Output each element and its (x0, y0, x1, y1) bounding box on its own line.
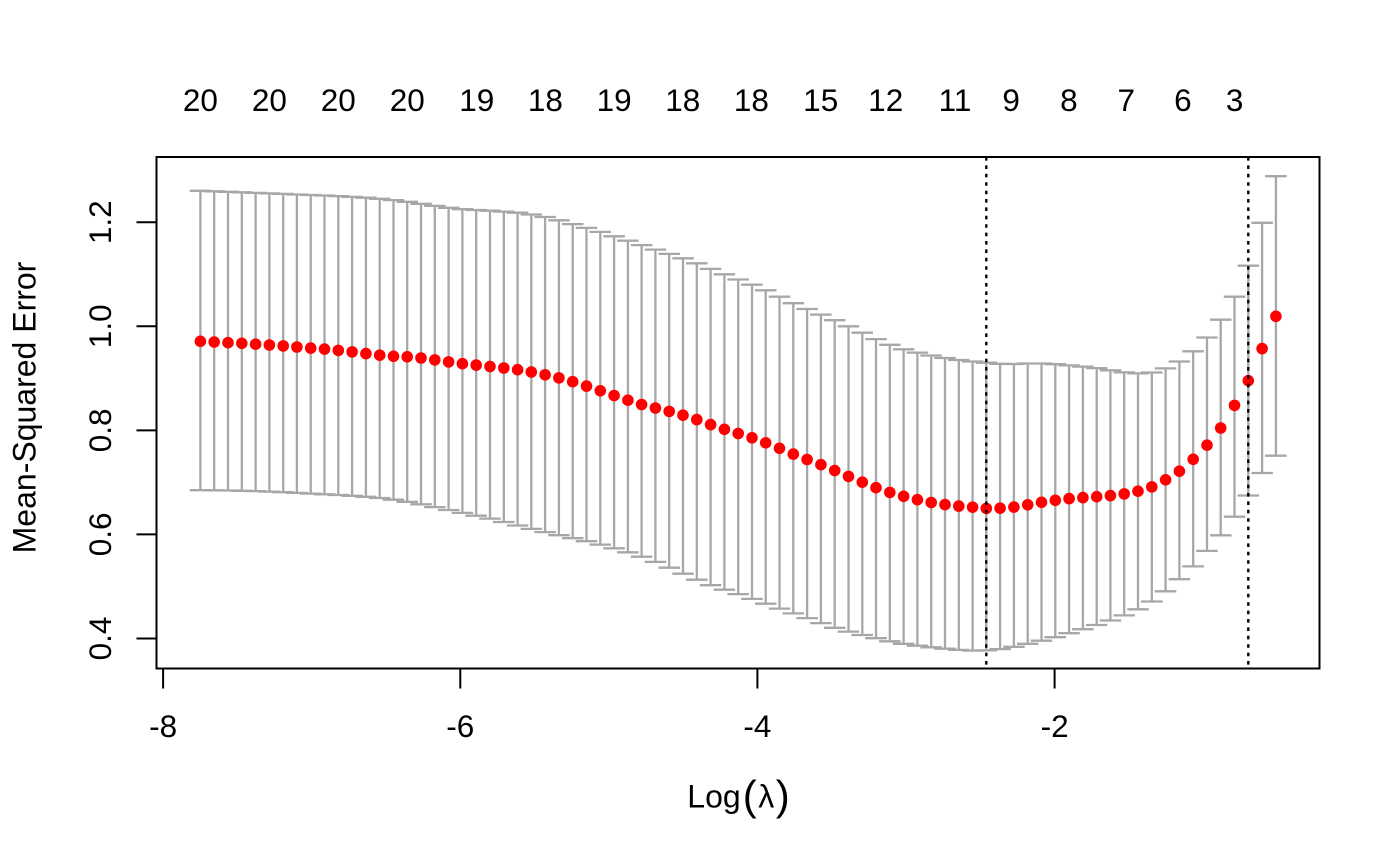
svg-text:19: 19 (459, 82, 494, 118)
svg-text:11: 11 (939, 82, 972, 118)
svg-text:0.4: 0.4 (82, 617, 118, 661)
svg-text:15: 15 (803, 82, 838, 118)
svg-text:20: 20 (390, 82, 425, 118)
svg-text:0.6: 0.6 (82, 513, 118, 557)
svg-text:19: 19 (597, 82, 632, 118)
svg-text:20: 20 (183, 82, 218, 118)
svg-text:12: 12 (868, 82, 903, 118)
svg-text:8: 8 (1060, 82, 1078, 118)
svg-text:9: 9 (1002, 82, 1020, 118)
svg-text:-8: -8 (149, 708, 177, 744)
svg-text:18: 18 (665, 82, 700, 118)
svg-text:Log(λ): Log(λ) (687, 772, 789, 819)
svg-text:1.2: 1.2 (82, 200, 118, 244)
svg-text:-4: -4 (743, 708, 771, 744)
svg-text:3: 3 (1226, 82, 1244, 118)
svg-text:18: 18 (528, 82, 563, 118)
svg-text:1.0: 1.0 (82, 304, 118, 348)
svg-text:6: 6 (1174, 82, 1192, 118)
svg-text:18: 18 (734, 82, 769, 118)
svg-text:-6: -6 (446, 708, 474, 744)
svg-text:20: 20 (321, 82, 356, 118)
svg-text:Mean-Squared Error: Mean-Squared Error (6, 261, 42, 553)
svg-text:20: 20 (252, 82, 287, 118)
svg-text:-2: -2 (1041, 708, 1069, 744)
svg-text:0.8: 0.8 (82, 409, 118, 453)
svg-text:7: 7 (1118, 82, 1136, 118)
